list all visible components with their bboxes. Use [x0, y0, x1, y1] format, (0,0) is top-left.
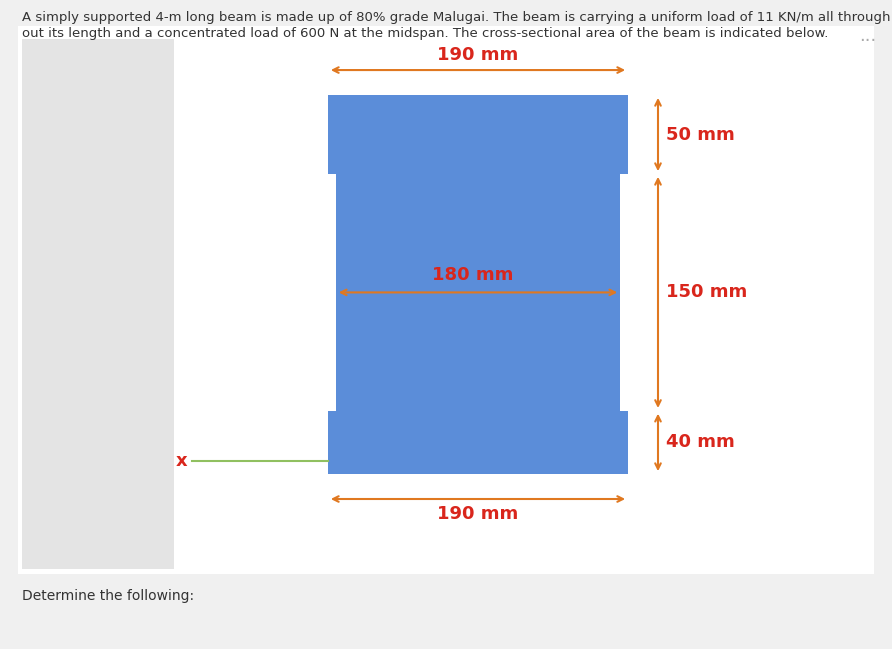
Text: 150 mm: 150 mm	[666, 284, 747, 301]
Text: 190 mm: 190 mm	[437, 505, 518, 523]
Text: Determine the following:: Determine the following:	[22, 589, 194, 603]
Text: A simply supported 4-m long beam is made up of 80% grade Malugai. The beam is ca: A simply supported 4-m long beam is made…	[22, 11, 890, 24]
Polygon shape	[328, 95, 628, 474]
Text: 40 mm: 40 mm	[666, 434, 735, 452]
Text: out its length and a concentrated load of 600 N at the midspan. The cross-sectio: out its length and a concentrated load o…	[22, 27, 829, 40]
Text: 190 mm: 190 mm	[437, 46, 518, 64]
Text: 180 mm: 180 mm	[433, 267, 514, 284]
Bar	[22, 39, 174, 569]
Text: 50 mm: 50 mm	[666, 125, 735, 143]
Text: ...: ...	[859, 27, 877, 45]
Bar	[18, 26, 874, 574]
Text: x: x	[177, 452, 188, 470]
